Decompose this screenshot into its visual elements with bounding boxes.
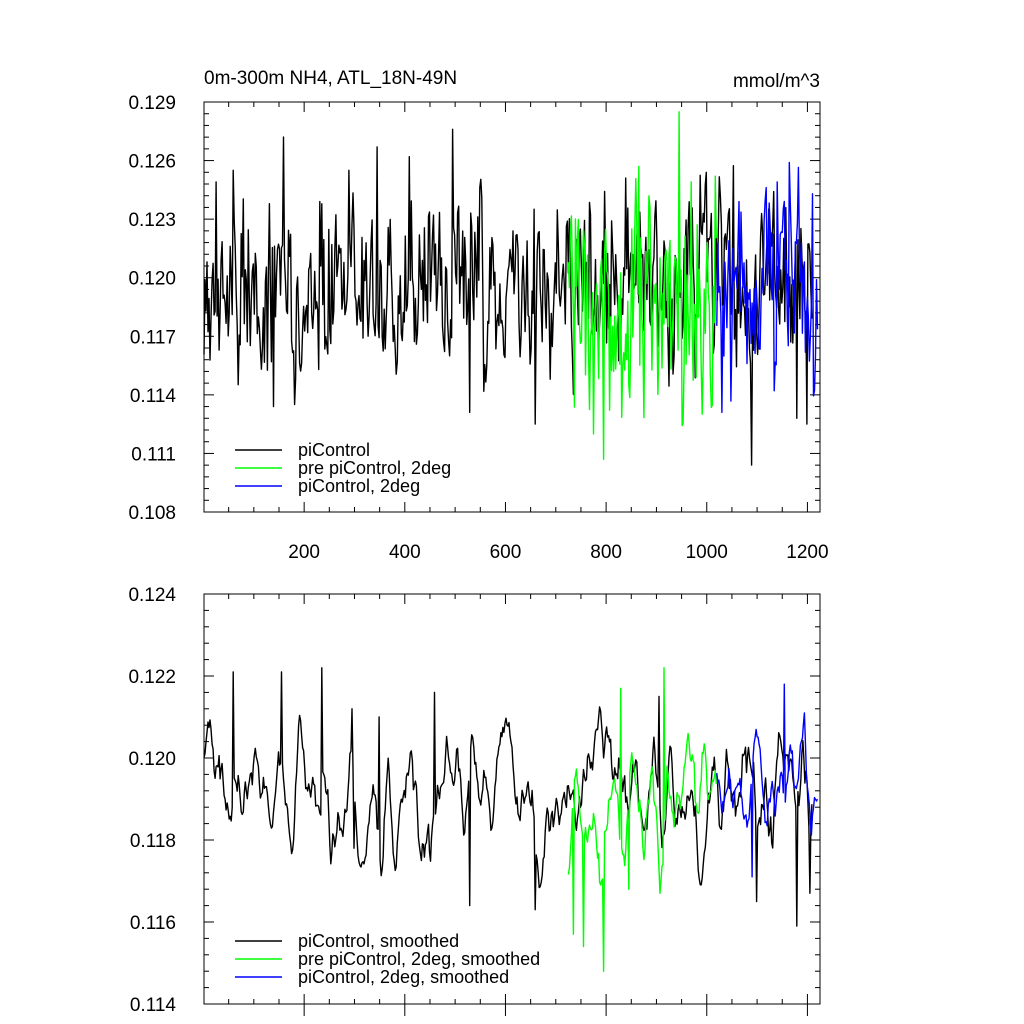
bottom-plot-frame [203, 593, 821, 1005]
top-panel-units: mmol/m^3 [733, 71, 820, 92]
y-tick-label: 0.118 [130, 831, 176, 852]
x-tick-label: 200 [288, 542, 320, 563]
x-tick-label: 1000 [686, 542, 728, 563]
top-series-group [203, 111, 819, 466]
y-tick-label: 0.108 [128, 503, 176, 524]
y-tick-label: 0.123 [128, 210, 176, 231]
x-tick-label: 600 [490, 542, 522, 563]
y-tick-label: 0.129 [128, 93, 176, 114]
top-panel-title: 0m-300m NH4, ATL_18N-49N [204, 68, 457, 89]
legend-label: piControl, 2deg [298, 476, 420, 496]
legend-label: pre piControl, 2deg, smoothed [298, 949, 540, 969]
y-tick-label: 0.126 [128, 152, 176, 173]
x-tick-label: 800 [590, 542, 622, 563]
series-line-picontrol-2deg-smoothed [716, 683, 819, 878]
top-axis-ticks: 0.108 0.111 0.114 0.117 0.120 0.123 0.126 0.129… [128, 93, 828, 563]
bottom-series-group [203, 667, 819, 972]
y-tick-label: 0.120 [128, 749, 176, 770]
series-line-pre-picontrol-2deg-smoothed [567, 667, 717, 972]
y-tick-label: 0.124 [128, 585, 176, 606]
legend-label: piControl, smoothed [298, 931, 459, 951]
legend-label: piControl [298, 440, 370, 460]
x-tick-label: 400 [389, 542, 421, 563]
series-line-picontrol [203, 128, 813, 466]
y-tick-label: 0.122 [128, 667, 176, 688]
y-tick-label: 0.116 [130, 913, 176, 934]
y-tick-label: 0.120 [128, 269, 176, 290]
y-tick-label: 0.114 [130, 386, 177, 407]
x-tick-label: 1200 [786, 542, 828, 563]
legend-label: pre piControl, 2deg [298, 458, 451, 478]
legend-label: piControl, 2deg, smoothed [298, 967, 509, 987]
series-line-pre-picontrol-2deg [567, 111, 717, 460]
y-tick-label: 0.111 [131, 444, 176, 465]
y-tick-label: 0.114 [130, 995, 177, 1016]
y-tick-label: 0.117 [130, 327, 176, 348]
bottom-panel: 0.114 0.116 0.118 0.120 0.122 0.124 piControl… [128, 585, 821, 1016]
top-panel: 0m-300m NH4, ATL_18N-49N mmol/m^3 0.1080… [128, 68, 828, 563]
bottom-axis-ticks: 0.114 0.116 0.118 0.120 0.122 0.124 [128, 585, 820, 1016]
series-line-picontrol-2deg [716, 161, 819, 414]
